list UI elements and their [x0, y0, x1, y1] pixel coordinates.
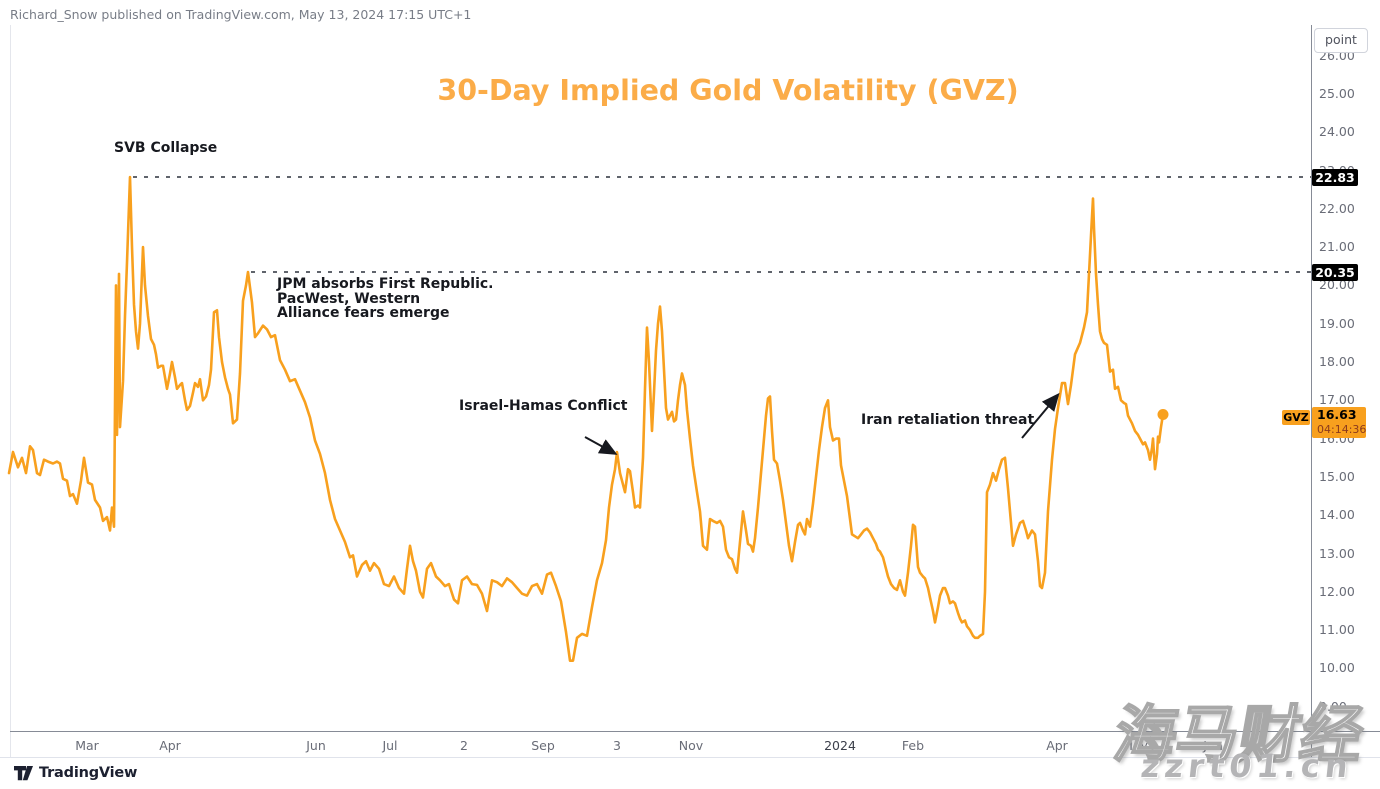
price-level-badge: 20.35 — [1312, 263, 1358, 281]
price-scale-tick: 11.00 — [1319, 622, 1355, 638]
time-scale-tick: 2 — [460, 738, 468, 753]
current-price-value: 16.63 — [1317, 406, 1357, 422]
tradingview-logo[interactable]: TradingView — [14, 765, 137, 781]
time-scale-tick: Jul — [382, 738, 398, 753]
annotation-iran-retaliation: Iran retaliation threat — [861, 412, 1035, 428]
time-scale-tick: Jun — [306, 738, 326, 753]
time-scale-tick: Nov — [678, 738, 704, 753]
price-scale-tick: 17.00 — [1319, 392, 1355, 408]
annotation-arrow — [1021, 392, 1060, 439]
time-axis-line — [10, 731, 1380, 732]
price-scale-tick: 12.00 — [1319, 583, 1355, 599]
series-label-badge: GVZ — [1282, 409, 1310, 425]
tradingview-logo-icon — [14, 765, 33, 780]
price-scale-tick: 22.00 — [1319, 200, 1355, 216]
annotation-israel-hamas: Israel-Hamas Conflict — [459, 398, 628, 414]
price-scale-unit-button[interactable]: point — [1314, 28, 1368, 53]
price-scale-tick: 10.00 — [1319, 660, 1355, 676]
tradingview-logo-text: TradingView — [39, 765, 138, 781]
time-scale-tick: 2024 — [824, 738, 856, 753]
time-scale-tick: 3 — [613, 738, 621, 753]
annotation-svb-collapse: SVB Collapse — [114, 140, 218, 156]
annotation-arrow — [584, 436, 618, 455]
session-countdown: 04:14:36 — [1317, 422, 1367, 436]
price-scale-tick: 15.00 — [1319, 468, 1355, 484]
footer-divider — [0, 757, 1380, 758]
price-scale-tick: 25.00 — [1319, 85, 1355, 101]
plot-left-border — [10, 25, 11, 757]
price-scale-tick: 19.00 — [1319, 315, 1355, 331]
last-price-dot — [1157, 409, 1169, 420]
price-scale-tick: 20.00 — [1319, 277, 1355, 293]
reference-dashed-lines — [133, 176, 1311, 273]
watermark-domain: zzrt01.cn — [1139, 747, 1355, 785]
price-scale-tick: 18.00 — [1319, 354, 1355, 369]
annotation-arrows — [584, 392, 1060, 455]
time-scale-tick: Apr — [1046, 738, 1068, 753]
annotation-jpm-first-republic: JPM absorbs First Republic. PacWest, Wes… — [277, 276, 494, 322]
time-scale-tick: Apr — [159, 738, 181, 753]
time-scale-tick: Sep — [531, 738, 555, 753]
price-axis-line — [1311, 25, 1312, 757]
price-scale-tick: 24.00 — [1319, 124, 1355, 140]
chart-title: 30-Day Implied Gold Volatility (GVZ) — [437, 74, 1019, 107]
time-scale-tick: Feb — [901, 738, 925, 753]
price-scale-tick: 13.00 — [1319, 545, 1355, 561]
time-scale-tick: Mar — [75, 738, 99, 753]
gvz-line-series — [7, 175, 1165, 663]
price-scale-tick: 21.00 — [1319, 239, 1355, 255]
price-scale-tick: 14.00 — [1319, 507, 1355, 523]
price-scale-tick: 9.00 — [1319, 698, 1347, 714]
time-scale-tick: Jun — [1203, 738, 1223, 753]
price-level-badge: 22.83 — [1312, 168, 1358, 186]
time-scale-tick: May — [1122, 738, 1148, 753]
attribution-text: Richard_Snow published on TradingView.co… — [10, 7, 472, 22]
current-price-badge: 16.63 04:14:36 — [1312, 406, 1367, 438]
